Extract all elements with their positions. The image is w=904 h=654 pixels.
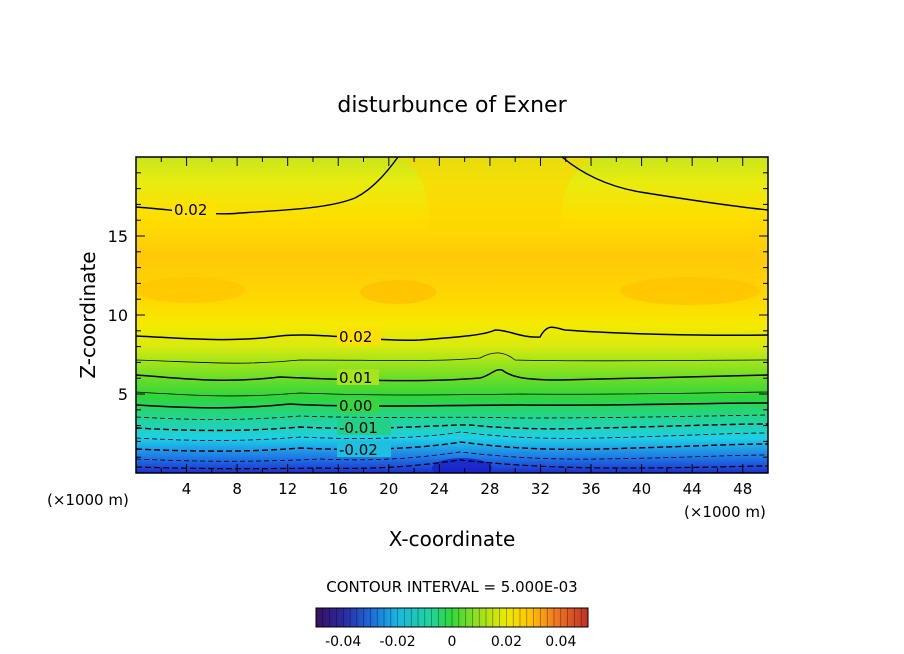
contour-line-neg-001 bbox=[136, 423, 768, 432]
y-tick-label: 10 bbox=[108, 306, 128, 325]
contour-line-000 bbox=[136, 402, 768, 409]
contour-label-5: -0.01 bbox=[339, 419, 378, 437]
x-unit-left: (×1000 m) bbox=[47, 491, 129, 509]
contour-label-bg-6 bbox=[337, 441, 391, 457]
contour-line-002 bbox=[136, 326, 768, 342]
upper-warm-region bbox=[395, 157, 600, 230]
x-tick-label: 28 bbox=[480, 480, 499, 498]
contour-label-bg-5 bbox=[337, 419, 391, 435]
colorbar-tick-label: -0.04 bbox=[325, 634, 361, 650]
contour-label-1: 0.02 bbox=[174, 201, 207, 219]
warm-blob-right bbox=[620, 277, 760, 305]
x-tick-label: 44 bbox=[683, 480, 702, 498]
y-tick-label: 15 bbox=[108, 227, 128, 246]
contour-line-001 bbox=[136, 368, 768, 382]
x-tick-label: 48 bbox=[733, 480, 752, 498]
x-axis-label: X-coordinate bbox=[389, 527, 516, 551]
x-tick-label: 36 bbox=[581, 480, 600, 498]
contour-line-0015 bbox=[136, 352, 768, 364]
contour-label-6: -0.02 bbox=[339, 441, 378, 459]
contour-line-neg-0025 bbox=[136, 451, 768, 462]
y-axis-ticks: 5 10 15 bbox=[108, 172, 768, 458]
x-tick-label: 20 bbox=[379, 480, 398, 498]
contour-field bbox=[136, 157, 768, 473]
colorbar-tick-label: 0.02 bbox=[491, 634, 522, 650]
x-unit-right: (×1000 m) bbox=[684, 503, 766, 521]
contour-line-neg-0015 bbox=[136, 431, 768, 441]
warm-blob-left bbox=[136, 277, 245, 303]
contour-line-0005 bbox=[136, 391, 768, 397]
contour-label-bg-1 bbox=[172, 200, 216, 218]
x-tick-label: 24 bbox=[430, 480, 449, 498]
contour-label-4: 0.00 bbox=[339, 397, 372, 415]
colorbar-ticks: -0.04 -0.02 0 0.02 0.04 bbox=[325, 634, 576, 650]
contour-line-neg-003 bbox=[136, 459, 768, 470]
contour-label-bg-4 bbox=[337, 397, 379, 413]
contour-line-neg-002 bbox=[136, 441, 768, 452]
y-axis-label: Z-coordinate bbox=[76, 251, 100, 378]
colorbar-tick-label: -0.02 bbox=[379, 634, 415, 650]
colorbar-stripes bbox=[322, 608, 582, 627]
x-tick-label: 8 bbox=[232, 480, 242, 498]
x-tick-label: 16 bbox=[329, 480, 348, 498]
chart-title: disturbunce of Exner bbox=[337, 93, 567, 118]
x-axis-ticks: 4 8 12 16 20 24 28 32 36 40 44 48 bbox=[160, 157, 752, 498]
x-tick-label: 4 bbox=[182, 480, 192, 498]
contour-label-3: 0.01 bbox=[339, 369, 372, 387]
contour-line-top-002-right bbox=[561, 157, 768, 211]
colorbar-tick-label: 0 bbox=[448, 634, 457, 650]
x-tick-label: 32 bbox=[531, 480, 550, 498]
y-tick-label: 5 bbox=[118, 385, 128, 404]
contour-label-bg-2 bbox=[337, 327, 381, 345]
contour-line-neg-0005 bbox=[136, 414, 768, 420]
colorbar-tick-label: 0.04 bbox=[545, 634, 576, 650]
x-tick-label: 12 bbox=[278, 480, 297, 498]
cool-blob-bottom bbox=[432, 458, 492, 473]
x-tick-label: 40 bbox=[632, 480, 651, 498]
contour-label-2: 0.02 bbox=[339, 328, 372, 346]
contour-label-bg-3 bbox=[337, 369, 379, 385]
contour-interval-text: CONTOUR INTERVAL = 5.000E-03 bbox=[326, 578, 577, 596]
warm-blob-center bbox=[360, 280, 436, 304]
